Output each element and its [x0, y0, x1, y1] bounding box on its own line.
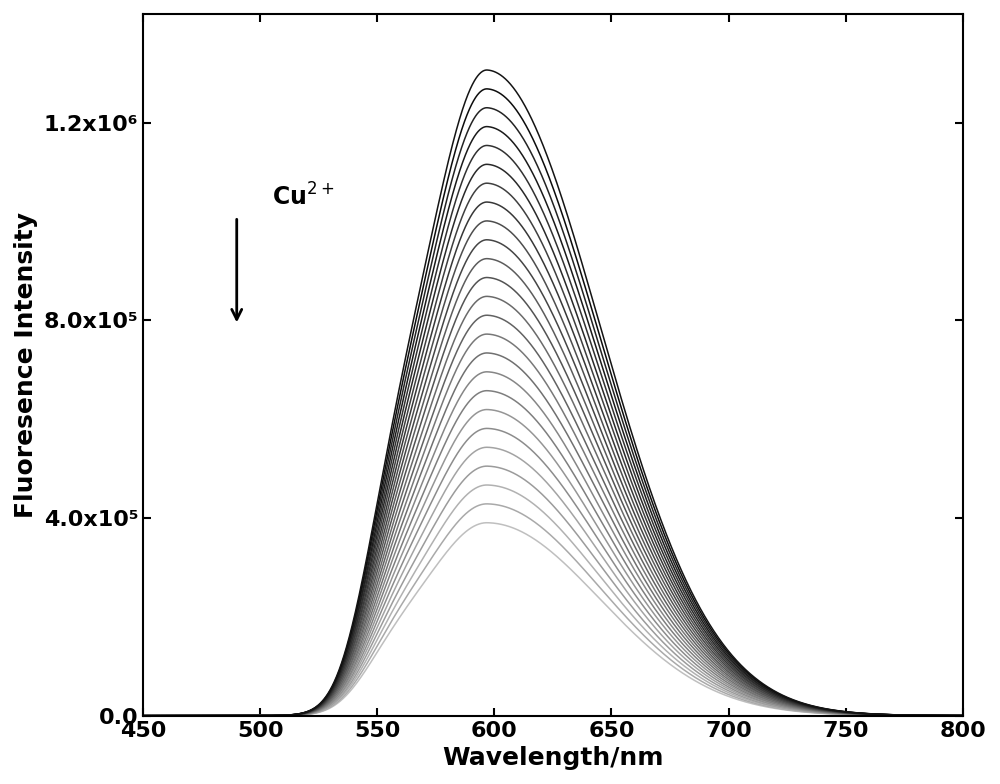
Text: Cu$^{2+}$: Cu$^{2+}$: [272, 183, 334, 210]
Y-axis label: Fluoresence Intensity: Fluoresence Intensity: [14, 212, 38, 517]
X-axis label: Wavelength/nm: Wavelength/nm: [442, 746, 664, 770]
